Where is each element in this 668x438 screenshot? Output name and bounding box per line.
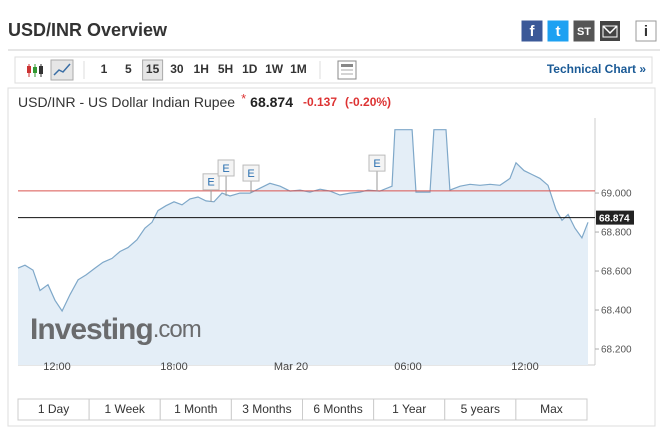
icon-label: ST	[577, 26, 591, 38]
x-tick-label: Mar 20	[274, 361, 308, 373]
watermark-suffix: .com	[153, 316, 201, 343]
range-label: 1 Year	[392, 402, 426, 416]
candle-icon[interactable]	[27, 64, 43, 77]
y-tick-label: 68.400	[601, 306, 632, 317]
share-icon[interactable]: f	[521, 20, 543, 42]
y-tick-label: 68.200	[601, 345, 632, 356]
toolbar	[14, 56, 653, 84]
event-label[interactable]: E	[207, 177, 214, 189]
event-flag[interactable]	[202, 173, 220, 191]
y-tick-label: 69.000	[601, 189, 632, 200]
event-label[interactable]: E	[373, 158, 380, 170]
x-tick-label: 12:00	[511, 361, 539, 373]
range-button[interactable]: Max	[515, 398, 588, 421]
calendar-icon[interactable]	[337, 60, 357, 80]
mail-icon[interactable]	[600, 21, 620, 41]
x-tick-label: 18:00	[160, 361, 188, 373]
current-price-label: 68.874	[599, 213, 630, 224]
interval-button[interactable]: 5H	[218, 62, 233, 76]
event-label[interactable]: E	[222, 163, 229, 175]
interval-button[interactable]: 1D	[242, 62, 258, 76]
quote-line: USD/INR - US Dollar Indian Rupee * 68.874-…	[18, 91, 391, 109]
interval-button[interactable]: 15	[146, 62, 160, 76]
share-icon[interactable]: i	[635, 20, 657, 42]
x-tick-label: 12:00	[43, 361, 71, 373]
area-fill	[18, 129, 588, 365]
range-label: 1 Day	[38, 402, 69, 416]
interval-button[interactable]: 30	[170, 62, 184, 76]
plot: 68.200 68.400 68.600 68.800 69.000 12:00 18:00…	[17, 118, 634, 373]
quote-name: USD/INR - US Dollar Indian Rupee	[18, 94, 235, 110]
line-icon[interactable]	[50, 59, 74, 81]
event-label[interactable]: E	[247, 168, 254, 180]
range-button[interactable]: 1 Month	[159, 398, 232, 421]
quote-change-percent: (-0.20%)	[345, 95, 391, 109]
current-price-box	[596, 210, 634, 225]
quote-change: -0.137	[303, 95, 337, 109]
range-button[interactable]: 3 Months	[230, 398, 303, 421]
range-button[interactable]: 1 Week	[88, 398, 161, 421]
interval-button[interactable]: 1W	[265, 62, 284, 76]
envelope	[602, 25, 618, 35]
share-icon[interactable]: ST	[573, 20, 595, 42]
range-button[interactable]: 1 Year	[373, 398, 446, 421]
share-icon[interactable]: t	[547, 20, 569, 42]
range-button[interactable]: 6 Months	[302, 398, 375, 421]
interval-button[interactable]: 1H	[194, 62, 209, 76]
technical-chart-link[interactable]: Technical Chart »	[547, 62, 646, 76]
event-flag[interactable]	[242, 164, 260, 182]
event-flag[interactable]	[217, 159, 235, 177]
icon-box	[521, 20, 543, 42]
y-tick-label: 68.800	[601, 228, 632, 239]
interval-button[interactable]: 1M	[290, 62, 307, 76]
range-box	[515, 398, 588, 421]
interval-active	[142, 59, 164, 81]
range-label: 1 Month	[174, 402, 217, 416]
range-label: 5 years	[461, 402, 500, 416]
watermark-brand: Investing	[30, 313, 153, 346]
interval-button[interactable]: 5	[125, 62, 132, 76]
range-button[interactable]: 1 Day	[17, 398, 90, 421]
y-tick-label: 68.600	[601, 267, 632, 278]
x-tick-label: 06:00	[394, 361, 422, 373]
icon-box	[573, 20, 595, 42]
range-label: Max	[540, 402, 563, 416]
title: USD/INR Overview	[8, 20, 168, 40]
quote-price: 68.874	[250, 94, 293, 110]
icon-box	[635, 20, 657, 42]
range-label: 3 Months	[242, 402, 291, 416]
range-label: 6 Months	[313, 402, 362, 416]
envelope-box	[602, 25, 618, 38]
icon-label: f	[530, 23, 536, 40]
icon-label: t	[556, 23, 561, 40]
quote-marker: *	[241, 91, 246, 106]
range-button[interactable]: 5 years	[444, 398, 517, 421]
icon-label: i	[644, 23, 648, 40]
event-flag[interactable]	[368, 154, 386, 172]
range-label: 1 Week	[104, 402, 145, 416]
watermark: Investing.com	[30, 313, 201, 346]
icon-box	[547, 20, 569, 42]
interval-button[interactable]: 1	[101, 62, 108, 76]
